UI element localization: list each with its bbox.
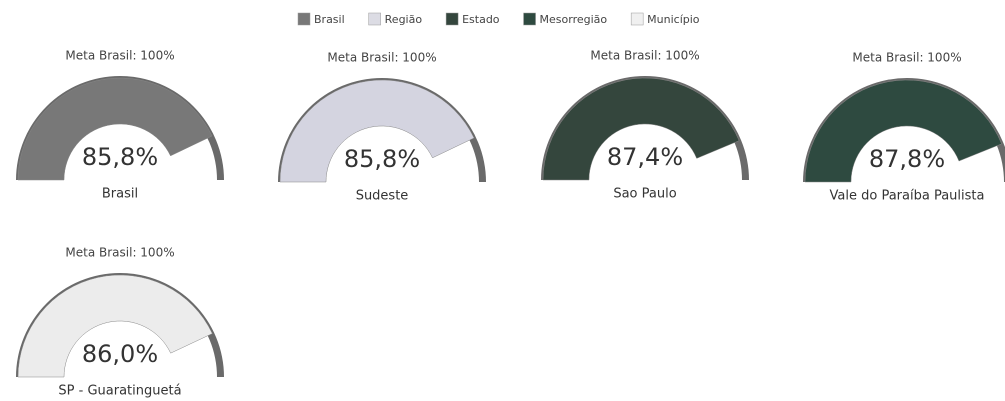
- gauge-value: [804, 79, 1002, 183]
- gauge-label: Vale do Paraíba Paulista: [830, 189, 985, 204]
- gauge-value-label: 85,8%: [344, 145, 420, 173]
- gauge-title: Meta Brasil: 100%: [852, 51, 961, 65]
- legend-label: Brasil: [314, 13, 345, 26]
- legend-swatch: [445, 12, 459, 26]
- legend-label: Mesorregião: [540, 13, 608, 26]
- gauge-label: Sudeste: [356, 189, 409, 204]
- gauge-value-label: 87,4%: [607, 143, 683, 171]
- legend-swatch: [630, 12, 644, 26]
- gauge-title: Meta Brasil: 100%: [327, 51, 436, 65]
- legend-label: Município: [647, 13, 700, 26]
- gauge-value: [17, 77, 213, 181]
- legend-label: Estado: [462, 13, 500, 26]
- gauge-title: Meta Brasil: 100%: [65, 49, 174, 63]
- legend-swatch: [523, 12, 536, 26]
- gauge-value-label: 87,8%: [869, 145, 945, 173]
- gauge-title: Meta Brasil: 100%: [65, 246, 174, 260]
- gauge-label: Brasil: [102, 187, 138, 202]
- gauge-value-label: 86,0%: [82, 340, 158, 368]
- legend-swatch: [297, 12, 311, 26]
- gauge-value: [279, 79, 475, 183]
- legend-swatch: [368, 12, 381, 26]
- legend-label: Região: [385, 13, 423, 26]
- gauge-value: [542, 77, 740, 181]
- gauge-value: [17, 274, 213, 378]
- gauge-title: Meta Brasil: 100%: [590, 49, 699, 63]
- gauge-label: Sao Paulo: [613, 187, 676, 202]
- gauge-label: SP - Guaratinguetá: [58, 384, 181, 399]
- gauge-value-label: 85,8%: [82, 143, 158, 171]
